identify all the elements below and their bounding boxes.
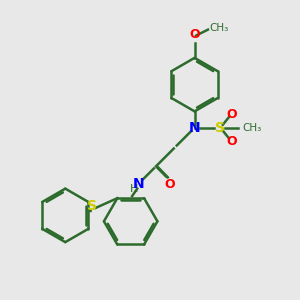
Text: N: N	[132, 177, 144, 191]
Text: O: O	[164, 178, 175, 191]
Text: O: O	[226, 108, 237, 121]
Text: CH₃: CH₃	[209, 22, 229, 32]
Text: O: O	[189, 28, 200, 41]
Text: S: S	[87, 200, 97, 214]
Text: N: N	[189, 121, 200, 135]
Text: CH₃: CH₃	[242, 123, 261, 133]
Text: S: S	[215, 121, 225, 135]
Text: O: O	[226, 135, 237, 148]
Text: H: H	[130, 184, 138, 194]
